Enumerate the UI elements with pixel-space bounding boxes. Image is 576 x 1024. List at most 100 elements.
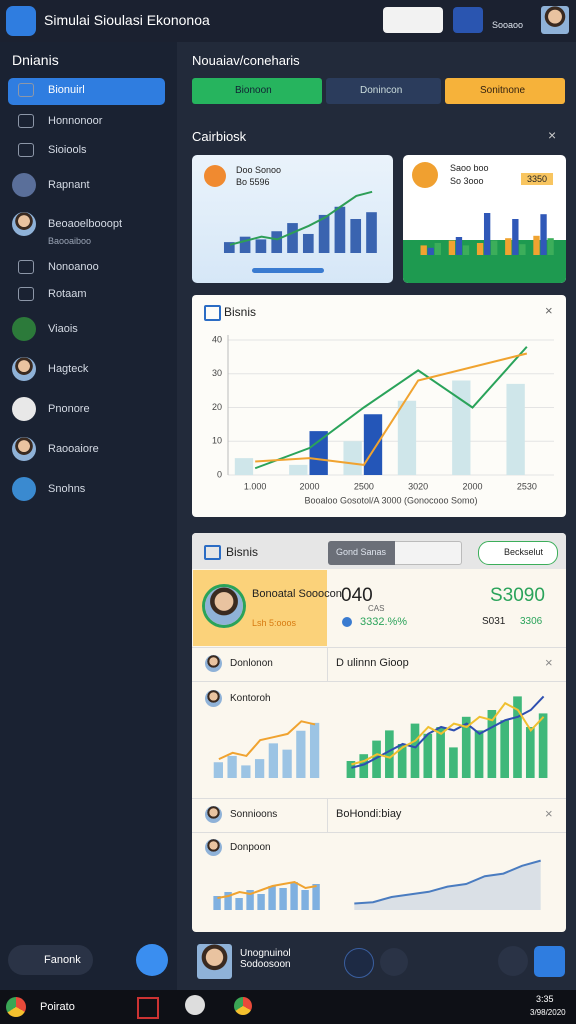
chart-title: Bisnis — [224, 305, 257, 319]
bar — [363, 414, 383, 475]
browser-icon[interactable] — [6, 997, 26, 1017]
row-label: Donpoon — [230, 842, 271, 853]
nav-item[interactable]: Hagteck — [48, 363, 89, 375]
y-tick-label: 10 — [212, 436, 222, 446]
tab[interactable] — [326, 78, 441, 104]
settings-button[interactable] — [498, 946, 528, 976]
line — [254, 346, 528, 470]
bar — [227, 755, 237, 778]
taskbar-icon[interactable] — [137, 997, 159, 1019]
y-tick-label: 40 — [212, 334, 222, 344]
mini-chart — [213, 720, 320, 778]
x-tick-label: 1.000 — [244, 481, 267, 491]
bar — [241, 765, 251, 778]
search-box[interactable] — [383, 7, 443, 33]
sidebar — [0, 42, 177, 990]
nav-item[interactable]: Pnonore — [48, 403, 90, 415]
button-label: Beckselut — [504, 547, 544, 557]
bar — [533, 235, 540, 255]
action-button[interactable] — [453, 7, 483, 33]
bar — [420, 245, 427, 255]
mini-chart — [213, 880, 320, 910]
close-icon[interactable]: × — [545, 655, 553, 670]
compose-button[interactable] — [136, 944, 168, 976]
card-icon — [204, 165, 226, 187]
footer-button[interactable] — [8, 945, 93, 975]
bar — [448, 240, 456, 255]
row-avatar — [205, 839, 222, 856]
bar — [287, 223, 298, 253]
bar — [302, 233, 314, 253]
footer-label: Fanonk — [44, 954, 81, 966]
nav-item[interactable]: Nonoanoo — [48, 261, 99, 273]
divider — [192, 798, 566, 799]
chat-button[interactable] — [380, 948, 408, 976]
bar — [290, 882, 298, 910]
nav-item[interactable]: Raooaiore — [48, 443, 99, 455]
nav-item[interactable]: Snohns — [48, 483, 86, 495]
taskbar-icon[interactable] — [234, 997, 252, 1015]
bar — [436, 727, 445, 778]
taskbar-app: Poirato — [40, 1001, 75, 1013]
active-item[interactable] — [8, 78, 165, 105]
card-badge: 3350 — [521, 173, 554, 185]
bar — [359, 754, 369, 778]
nav-item[interactable]: Sioiools — [48, 144, 87, 156]
bar — [234, 458, 254, 475]
nav-item[interactable]: Rapnant — [48, 179, 90, 191]
bar — [309, 722, 320, 778]
row-avatar — [205, 655, 222, 672]
bar — [513, 696, 522, 778]
mini-chart — [420, 213, 554, 255]
line — [229, 190, 373, 246]
nav-icon — [18, 287, 34, 301]
bar — [434, 243, 441, 255]
bar — [483, 213, 491, 255]
bar — [512, 219, 519, 255]
nav-item[interactable]: Rotaam — [48, 288, 87, 300]
card-title: Doo Sonoo — [236, 165, 282, 175]
x-axis-label: Booaloo Gosotol/A 3000 (Gonocooo Somo) — [304, 495, 477, 505]
bar — [547, 238, 554, 255]
bar — [279, 888, 287, 910]
nav-item[interactable]: Honnonoor — [48, 115, 103, 127]
bar — [449, 747, 458, 778]
taskbar-icon[interactable] — [185, 995, 205, 1015]
call-button[interactable] — [344, 948, 374, 978]
x-tick-label: 2500 — [354, 481, 374, 491]
close-icon[interactable]: × — [548, 127, 557, 143]
tab-label: Bionoon — [235, 85, 272, 96]
nav-item[interactable]: Bionuirl — [48, 84, 85, 96]
card-value: So 3ooo — [450, 176, 484, 186]
bar — [397, 400, 417, 475]
bar — [462, 245, 470, 255]
taskbar — [0, 990, 576, 1024]
tab[interactable] — [445, 78, 565, 104]
nav-icon — [12, 317, 36, 341]
mini-chart — [354, 859, 541, 910]
bar — [476, 243, 484, 255]
nav-item[interactable]: Viaois — [48, 323, 78, 335]
bar — [397, 744, 407, 778]
nav-item[interactable]: Beoaoelbooopt — [48, 218, 123, 230]
panel-icon — [204, 545, 221, 560]
user-avatar[interactable] — [541, 6, 569, 34]
area — [354, 860, 541, 910]
close-icon[interactable]: × — [545, 303, 553, 318]
bar — [506, 383, 525, 475]
bar — [410, 723, 420, 778]
app-icon[interactable] — [6, 6, 36, 36]
profile-sub: Lsh 5:ooos — [252, 618, 297, 628]
bar — [455, 237, 463, 255]
bar — [500, 720, 509, 778]
tab[interactable] — [192, 78, 322, 104]
main-chart: 0 10 20 30 40 1.000 2000 2500 3020 2000 2530 Booalo… — [212, 334, 554, 505]
bar — [239, 236, 251, 253]
profile-sub: Baooaiboo — [48, 236, 92, 246]
bar — [343, 441, 362, 475]
button[interactable] — [478, 541, 558, 565]
close-icon[interactable]: × — [545, 806, 553, 821]
stat-sub: S031 — [482, 616, 506, 627]
bar — [491, 240, 498, 255]
menu-button[interactable] — [534, 946, 565, 977]
